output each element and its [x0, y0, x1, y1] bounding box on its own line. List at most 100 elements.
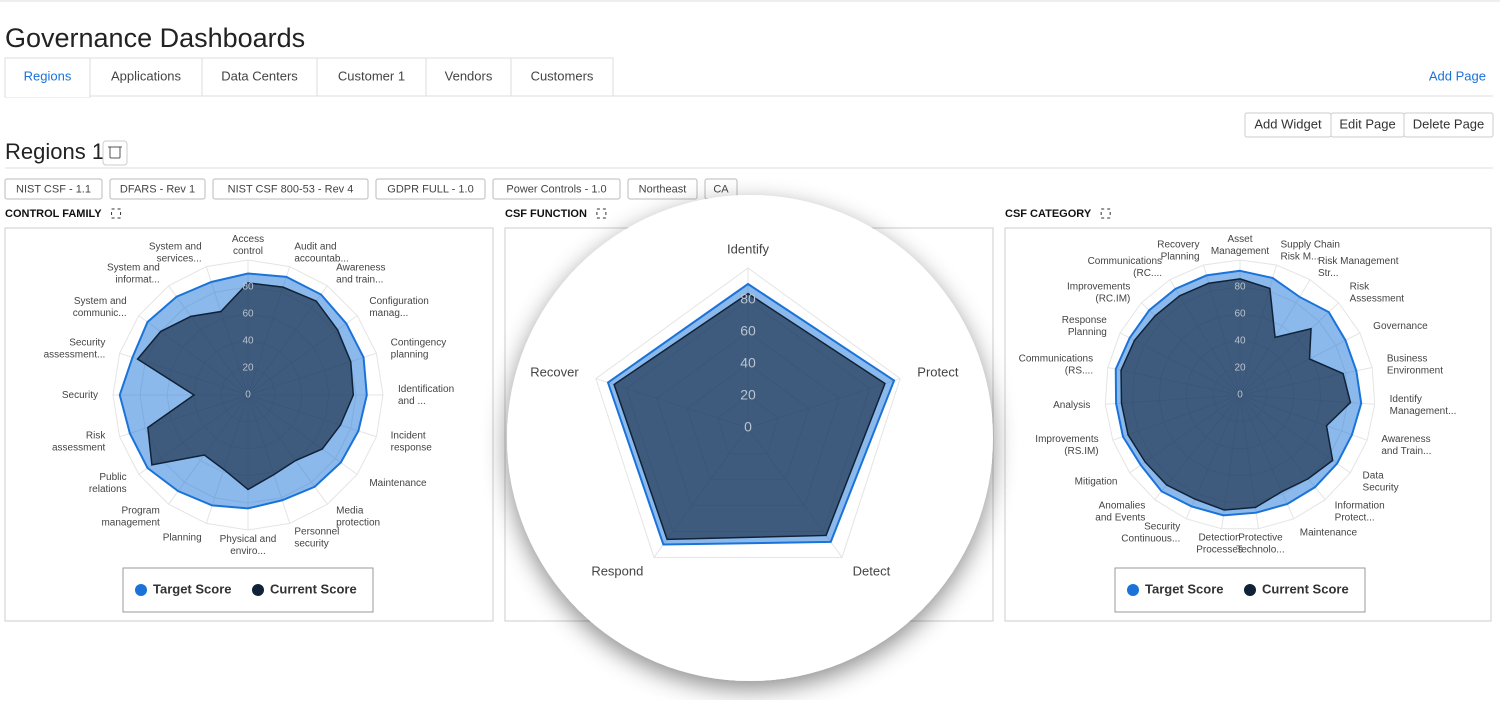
- category-label: Governance: [1373, 321, 1428, 332]
- filter-chip[interactable]: [109, 178, 206, 200]
- tab[interactable]: [510, 57, 614, 97]
- category-label: Identify Management...: [1390, 394, 1457, 417]
- filter-chip[interactable]: [627, 178, 698, 200]
- category-label: Detect: [853, 563, 891, 578]
- filter-label: CA: [713, 183, 729, 195]
- filter-chip[interactable]: [4, 178, 103, 200]
- delete-section-button[interactable]: [102, 140, 128, 166]
- tab-label: Data Centers: [221, 68, 298, 83]
- category-label: Business Environment: [1387, 353, 1443, 376]
- category-label: Risk Assessment: [1350, 281, 1405, 304]
- legend-swatch: [1127, 584, 1139, 596]
- category-label: Public relations: [89, 472, 127, 495]
- category-label: Personnel security: [294, 526, 339, 549]
- category-label: Security Continuous...: [1121, 521, 1180, 544]
- category-label: Planning: [163, 532, 202, 543]
- category-label: Communications (RS....: [1019, 353, 1093, 376]
- category-label: Identification and ...: [398, 384, 454, 407]
- category-label: System and communic...: [73, 295, 127, 318]
- category-label: Communications (RC....: [1088, 255, 1162, 278]
- category-label: Mitigation: [1075, 476, 1118, 487]
- radial-tick-label: 80: [242, 282, 254, 293]
- category-label: Identify: [727, 241, 769, 256]
- radar-frame: [595, 267, 901, 558]
- radial-tick-label: 60: [242, 309, 254, 320]
- radar-frame: [1104, 259, 1376, 530]
- category-label: Protective Technolo...: [1236, 532, 1284, 555]
- legend-swatch: [135, 584, 147, 596]
- radial-tick-label: 80: [740, 291, 756, 307]
- category-label: Improvements (RS.IM): [1035, 434, 1098, 457]
- expand-icon[interactable]: [1100, 208, 1111, 219]
- expand-icon[interactable]: [111, 208, 122, 219]
- filter-label: NIST CSF 800-53 - Rev 4: [228, 183, 354, 195]
- add-page-link[interactable]: Add Page: [1429, 68, 1486, 83]
- tab-label: Vendors: [445, 68, 493, 83]
- expand-icon[interactable]: [596, 208, 607, 219]
- category-label: Awareness and Train...: [1381, 434, 1431, 457]
- tab-label: Regions: [24, 68, 72, 83]
- filter-label: Power Controls - 1.0: [506, 183, 606, 195]
- tab[interactable]: [89, 57, 203, 97]
- filter-chip[interactable]: [375, 178, 486, 200]
- category-label: System and services...: [149, 241, 202, 264]
- button-label: Delete Page: [1413, 116, 1485, 131]
- radial-tick-label: 20: [740, 387, 756, 403]
- category-label: Data Security: [1363, 470, 1399, 493]
- legend-swatch: [252, 584, 264, 596]
- category-label: Maintenance: [1300, 527, 1358, 538]
- filter-label: GDPR FULL - 1.0: [387, 183, 473, 195]
- button-label: Edit Page: [1339, 116, 1395, 131]
- tab[interactable]: [4, 57, 91, 98]
- legend-box: [122, 567, 374, 613]
- filter-label: Northeast: [639, 183, 687, 195]
- radial-tick-label: 60: [740, 323, 756, 339]
- category-label: Recover: [530, 364, 579, 379]
- category-label: Information Protect...: [1335, 500, 1385, 523]
- radial-tick-label: 40: [242, 336, 254, 347]
- category-label: Asset Management: [1211, 234, 1270, 257]
- category-label: System and informat...: [107, 262, 160, 285]
- category-label: Analysis: [1053, 400, 1090, 411]
- category-label: Media protection: [336, 505, 380, 528]
- category-label: Incident response: [391, 430, 433, 453]
- radial-tick-label: 0: [744, 419, 752, 435]
- button[interactable]: [1403, 112, 1494, 138]
- category-label: Respond: [591, 563, 643, 578]
- page-header: Governance Dashboards: [5, 23, 305, 53]
- widget-title: CSF FUNCTION: [505, 208, 587, 220]
- filter-chip[interactable]: [212, 178, 369, 200]
- tab-label: Customers: [531, 68, 594, 83]
- category-label: Contingency planning: [391, 337, 447, 360]
- widget-title: CSF CATEGORY: [1005, 208, 1092, 220]
- radial-tick-label: 0: [1237, 390, 1243, 401]
- filter-chip[interactable]: [492, 178, 621, 200]
- radar-area: [1120, 278, 1352, 511]
- category-label: Awareness and train...: [336, 262, 385, 285]
- category-label: Detection Processes: [1196, 532, 1243, 555]
- legend-label: Current Score: [1262, 581, 1349, 596]
- legend-label: Target Score: [153, 581, 232, 596]
- radar-area: [613, 292, 886, 541]
- filter-label: NIST CSF - 1.1: [16, 183, 91, 195]
- legend-label: Current Score: [270, 581, 357, 596]
- legend-label: Target Score: [1145, 581, 1224, 596]
- tab[interactable]: [425, 57, 512, 97]
- category-label: Configuration manag...: [369, 295, 428, 318]
- radial-tick-label: 40: [740, 355, 756, 371]
- category-label: Security assessment...: [44, 337, 106, 360]
- category-label: Recovery Planning: [1157, 239, 1199, 262]
- radial-tick-label: 80: [1234, 282, 1246, 293]
- radial-tick-label: 60: [1234, 309, 1246, 320]
- category-label: Risk assessment: [52, 430, 106, 453]
- radial-tick-label: 20: [242, 363, 254, 374]
- category-label: Security: [62, 390, 98, 401]
- section-title: Regions 1: [5, 139, 104, 164]
- category-label: Program management: [101, 505, 160, 528]
- category-label: Audit and accountab...: [294, 241, 348, 264]
- tab-label: Applications: [111, 68, 182, 83]
- tab[interactable]: [201, 57, 318, 97]
- legend-swatch: [1244, 584, 1256, 596]
